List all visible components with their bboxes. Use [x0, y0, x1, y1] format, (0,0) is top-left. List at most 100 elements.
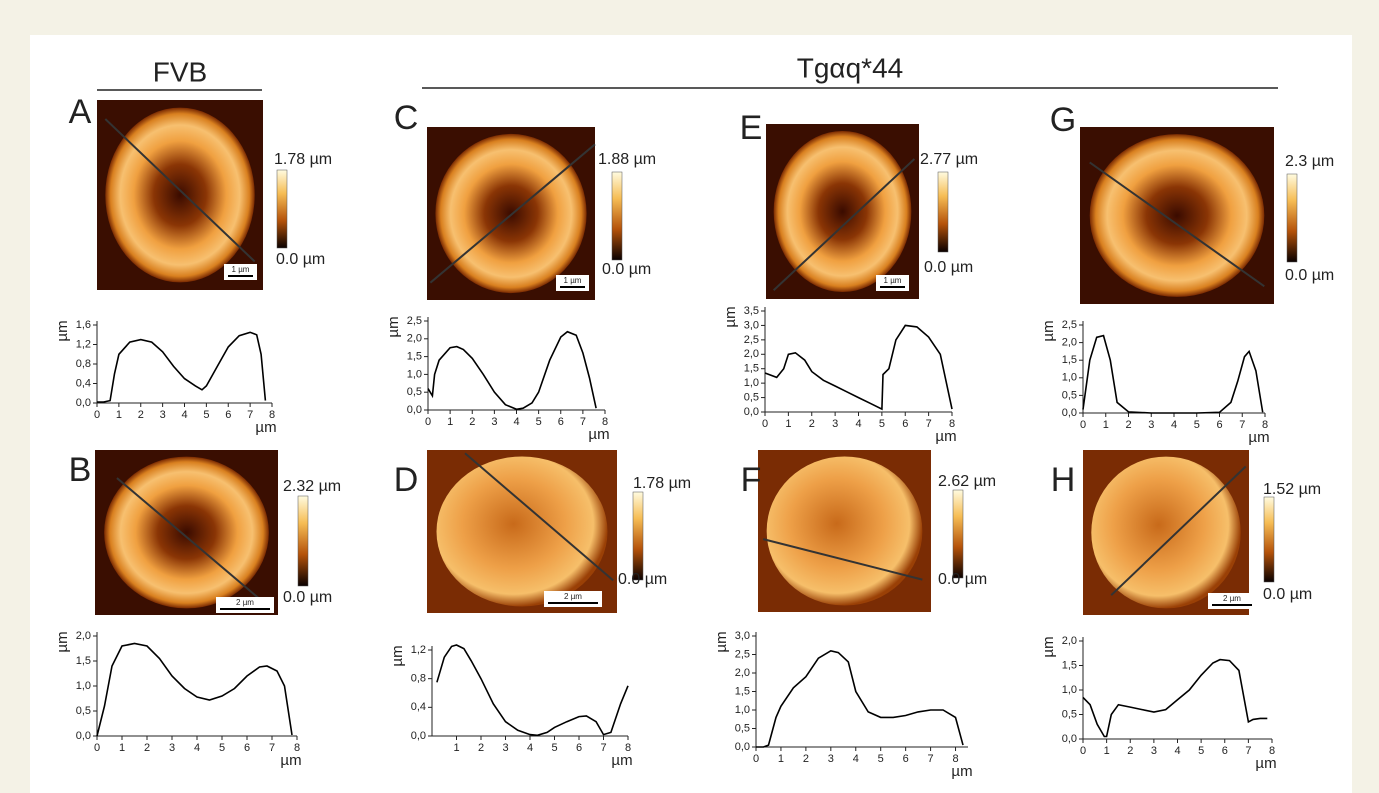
y-tick-label: 0,5 — [1062, 708, 1077, 720]
colorbar-max: 1.78 µm — [274, 151, 332, 168]
y-tick-label: 0,0 — [411, 730, 426, 742]
x-tick-label: 7 — [928, 753, 934, 765]
colorbar — [1264, 497, 1274, 582]
y-tick-label: 3,0 — [735, 630, 750, 642]
scale-bar-label: 1 µm — [232, 265, 250, 274]
colorbar-max: 2.77 µm — [920, 151, 978, 168]
x-tick-label: 5 — [551, 742, 557, 754]
x-tick-label: 3 — [491, 416, 497, 428]
y-tick-label: 2,5 — [744, 334, 759, 346]
x-tick-label: 0 — [94, 742, 100, 754]
x-tick-label: 0 — [1080, 419, 1086, 431]
y-axis-label: µm — [713, 631, 730, 652]
x-tick-label: 1 — [447, 416, 453, 428]
y-tick-label: 0,5 — [407, 386, 422, 398]
x-tick-label: 3 — [160, 409, 166, 421]
x-tick-label: 1 — [453, 742, 459, 754]
page: {"header": {"group_left": "FVB", "group_… — [0, 0, 1379, 793]
x-tick-label: 7 — [247, 409, 253, 421]
x-tick-label: 0 — [753, 753, 759, 765]
colorbar — [633, 492, 643, 580]
y-axis-label: µm — [54, 320, 71, 341]
x-axis-label: µm — [1255, 755, 1276, 772]
x-axis-label: µm — [935, 428, 956, 445]
y-tick-label: 2,5 — [1062, 319, 1077, 331]
x-axis-label: µm — [280, 752, 301, 769]
colorbar-min: 0.0 µm — [1263, 586, 1312, 603]
y-tick-label: 0,0 — [1062, 407, 1077, 419]
y-tick-label: 1,5 — [76, 655, 91, 667]
x-tick-label: 2 — [144, 742, 150, 754]
x-tick-label: 5 — [1198, 745, 1204, 757]
x-axis-label: µm — [255, 419, 276, 436]
panel-letter: D — [394, 461, 419, 499]
y-tick-label: 1,5 — [744, 363, 759, 375]
y-tick-label: 0,4 — [411, 701, 426, 713]
y-tick-label: 1,6 — [76, 319, 91, 331]
y-tick-label: 0,4 — [76, 377, 91, 389]
y-tick-label: 1,5 — [407, 351, 422, 363]
x-tick-label: 5 — [878, 753, 884, 765]
figure: FVB Tgαq*44 1 µm1.78 µm0.0 µmA0,00,40,81… — [0, 0, 1379, 793]
colorbar — [1287, 174, 1297, 262]
cell — [105, 108, 254, 283]
y-tick-label: 2,0 — [735, 667, 750, 679]
y-tick-label: 1,5 — [735, 685, 750, 697]
scale-bar-label: 2 µm — [1223, 594, 1241, 603]
colorbar — [612, 172, 622, 260]
panel-letter: C — [394, 99, 419, 137]
x-tick-label: 4 — [527, 742, 533, 754]
cell — [1091, 457, 1240, 609]
colorbar-min: 0.0 µm — [1285, 267, 1334, 284]
y-axis-label: µm — [1040, 636, 1057, 657]
x-tick-label: 6 — [558, 416, 564, 428]
colorbar — [277, 170, 287, 248]
cell — [767, 456, 923, 605]
x-tick-label: 4 — [181, 409, 187, 421]
panel-letter: F — [741, 461, 762, 499]
y-tick-label: 2,0 — [744, 348, 759, 360]
y-tick-label: 0,0 — [1062, 733, 1077, 745]
colorbar-max: 1.88 µm — [598, 151, 656, 168]
x-tick-label: 6 — [225, 409, 231, 421]
x-tick-label: 2 — [803, 753, 809, 765]
cell — [437, 457, 608, 607]
panel-letter: A — [69, 93, 92, 131]
x-tick-label: 3 — [832, 418, 838, 430]
x-tick-label: 5 — [219, 742, 225, 754]
y-tick-label: 1,0 — [1062, 372, 1077, 384]
x-tick-label: 3 — [1148, 419, 1154, 431]
colorbar-min: 0.0 µm — [618, 571, 667, 588]
x-tick-label: 4 — [194, 742, 200, 754]
y-tick-label: 0,5 — [76, 705, 91, 717]
x-tick-label: 6 — [576, 742, 582, 754]
group-label: FVB — [153, 56, 207, 87]
x-tick-label: 4 — [853, 753, 859, 765]
x-tick-label: 5 — [1194, 419, 1200, 431]
y-tick-label: 2,0 — [407, 333, 422, 345]
y-tick-label: 2,5 — [407, 315, 422, 327]
x-tick-label: 0 — [762, 418, 768, 430]
x-tick-label: 2 — [1125, 419, 1131, 431]
colorbar-min: 0.0 µm — [602, 261, 651, 278]
x-tick-label: 2 — [469, 416, 475, 428]
y-tick-label: 1,0 — [744, 377, 759, 389]
x-tick-label: 2 — [1127, 745, 1133, 757]
x-tick-label: 2 — [138, 409, 144, 421]
colorbar-max: 2.62 µm — [938, 473, 996, 490]
y-tick-label: 0,0 — [735, 741, 750, 753]
colorbar-min: 0.0 µm — [938, 571, 987, 588]
y-tick-label: 0,0 — [744, 406, 759, 418]
cell — [435, 134, 586, 293]
y-tick-label: 0,5 — [744, 391, 759, 403]
x-tick-label: 7 — [1239, 419, 1245, 431]
colorbar-max: 2.32 µm — [283, 478, 341, 495]
x-axis-label: µm — [588, 426, 609, 443]
panel-letter: H — [1051, 461, 1076, 499]
y-tick-label: 1,0 — [407, 368, 422, 380]
y-tick-label: 3,5 — [744, 305, 759, 317]
x-tick-label: 5 — [879, 418, 885, 430]
y-tick-label: 1,5 — [1062, 659, 1077, 671]
x-tick-label: 1 — [778, 753, 784, 765]
x-tick-label: 7 — [600, 742, 606, 754]
